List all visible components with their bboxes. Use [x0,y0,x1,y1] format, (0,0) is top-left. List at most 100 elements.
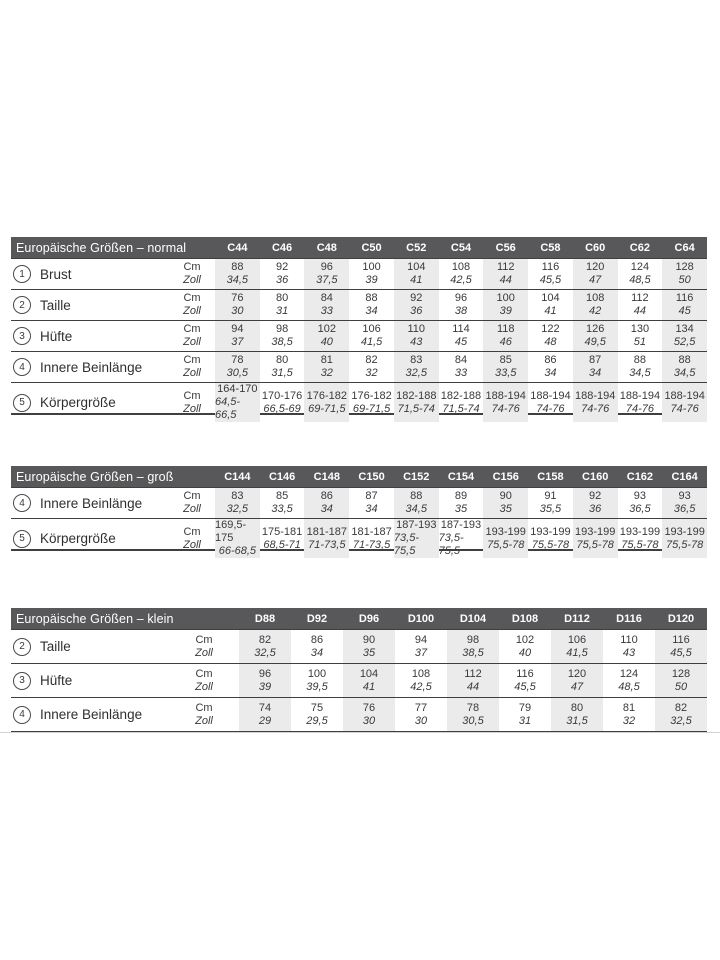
cm-value: 94 [231,323,244,335]
measurement-label-cell: 1 Brust [11,259,169,289]
cm-value: 78 [231,354,244,366]
value-cell: 84 33 [439,352,484,382]
zoll-value: 40 [518,646,532,659]
cm-value: 106 [567,633,587,646]
zoll-value: 44 [633,305,647,317]
cm-value: 74 [258,701,272,714]
cm-value: 110 [407,323,426,335]
cm-value: 176-182 [306,389,347,402]
table-title: Europäische Größen – klein [16,611,174,626]
unit-cell: Cm Zoll [169,488,215,518]
value-cell: 80 31 [260,290,305,320]
cm-value: 86 [310,633,324,646]
cm-value: 84 [454,354,468,366]
zoll-value: 30 [414,714,428,727]
cm-value: 76 [231,292,244,304]
table-row: 5 Körpergröße Cm Zoll 164-170 64,5-66,5 170-17… [11,382,707,422]
value-cell: 82 32,5 [239,630,291,663]
value-cell: 112 44 [483,259,529,289]
cm-value: 102 [515,633,535,646]
size-column-header: C54 [450,241,472,254]
zoll-value: 38,5 [462,646,484,659]
value-cell: 124 48,5 [618,259,663,289]
unit-zoll-label: Zoll [195,646,213,659]
measurement-label: Brust [40,266,72,282]
value-cell: 82 32 [349,352,394,382]
row-number-badge: 3 [13,327,31,345]
cm-value: 90 [499,490,512,502]
value-cell: 85 33,5 [483,352,529,382]
value-cell: 86 34 [291,630,343,663]
cm-value: 181-187 [351,525,392,538]
cm-value: 94 [414,633,428,646]
zoll-value: 71-73,5 [308,538,346,551]
cm-value: 187-193 [396,519,437,531]
cm-value: 170-176 [261,389,303,402]
cm-value: 188-194 [485,389,526,402]
value-cell: 164-170 64,5-66,5 [215,383,260,422]
cm-value: 187-193 [440,519,482,531]
value-cell: 80 31,5 [260,352,305,382]
zoll-value: 34,5 [226,274,249,286]
row-number-badge: 5 [13,393,31,412]
value-cell: 181-187 71-73,5 [349,519,394,558]
cm-value: 175-181 [261,525,303,538]
cm-value: 92 [275,261,289,273]
zoll-value: 46 [499,336,512,348]
unit-zoll-label: Zoll [183,274,201,286]
value-cell: 134 52,5 [662,321,707,351]
cm-value: 108 [451,261,471,273]
cm-value: 93 [633,490,647,502]
cm-value: 164-170 [217,383,258,395]
value-cell: 87 34 [572,352,618,382]
cm-value: 93 [678,490,691,502]
zoll-value: 39 [365,274,378,286]
cm-value: 128 [675,261,694,273]
cm-value: 188-194 [574,389,616,402]
row-number-badge: 1 [13,265,31,283]
cm-value: 128 [671,667,691,680]
measurement-label: Innere Beinlänge [40,707,143,722]
size-column-header: D116 [616,612,642,625]
zoll-value: 34 [544,367,557,379]
table-header: Europäische Größen – groß C144 C146 C148 C15… [11,466,707,487]
cm-value: 106 [362,323,381,335]
cm-value: 118 [496,323,515,335]
cm-value: 83 [231,490,244,502]
cm-value: 96 [454,292,468,304]
zoll-value: 29,5 [306,714,328,727]
zoll-value: 71,5-74 [442,402,480,415]
cm-value: 134 [675,323,694,335]
unit-cell: Cm Zoll [169,321,215,351]
size-column-header: C158 [537,470,564,483]
zoll-value: 32,5 [670,714,692,727]
unit-cm-label: Cm [183,389,201,402]
cm-value: 96 [258,667,272,680]
table-title: Europäische Größen – groß [16,469,174,484]
zoll-value: 38,5 [271,336,293,348]
size-table: Europäische Größen – groß C144 C146 C148 C15… [11,466,707,558]
value-cell: 87 34 [349,488,394,518]
size-table: Europäische Größen – normal C44 C46 C48 C50 C… [11,237,707,422]
zoll-value: 49,5 [584,336,606,348]
zoll-value: 35 [499,503,512,515]
cm-value: 82 [674,701,688,714]
measurement-label: Körpergröße [40,531,116,546]
cm-value: 181-187 [306,525,347,538]
cm-value: 112 [464,667,482,680]
value-cell: 104 41 [343,664,395,697]
zoll-value: 30 [362,714,376,727]
value-cell: 100 39 [349,259,394,289]
value-cell: 122 48 [528,321,573,351]
zoll-value: 52,5 [673,336,696,348]
zoll-value: 32 [365,367,378,379]
size-column-header: C46 [271,241,293,254]
value-cell: 193-199 75,5-78 [618,519,663,558]
value-cell: 93 36,5 [662,488,707,518]
value-cell: 120 47 [572,259,618,289]
zoll-value: 37,5 [316,274,338,286]
zoll-value: 32,5 [226,503,249,515]
value-cell: 76 30 [343,698,395,731]
value-cell: 77 30 [395,698,447,731]
unit-zoll-label: Zoll [195,680,213,693]
